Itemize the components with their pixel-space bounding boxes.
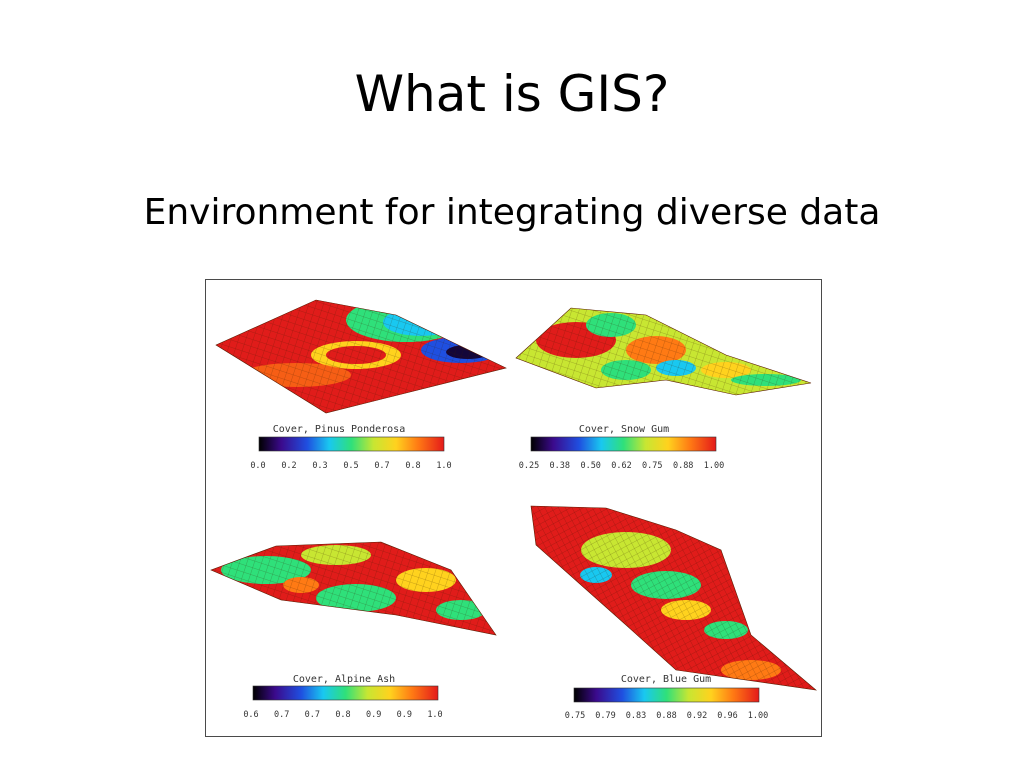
colorbar-blue-gum — [573, 687, 760, 703]
colorbar-tick-label: 0.96 — [717, 711, 737, 721]
colorbar-alpine-ash — [252, 685, 439, 701]
surface-plot-blue-gum — [530, 505, 817, 691]
panel-label-alpine-ash: Cover, Alpine Ash — [293, 674, 395, 685]
colorbar-tick-label: 1.0 — [427, 710, 442, 720]
colorbar-tick-label: 0.9 — [366, 710, 381, 720]
colorbar-tick-label: 0.88 — [656, 711, 676, 721]
colorbar-tick-label: 0.5 — [343, 461, 358, 471]
colorbar-tick-label: 0.6 — [243, 710, 258, 720]
colorbar-tick-label: 0.75 — [565, 711, 585, 721]
colorbar-tick-label: 0.7 — [274, 710, 289, 720]
colorbar-ticks-blue-gum: 0.75 0.79 0.83 0.88 0.92 0.96 1.00 — [565, 711, 768, 721]
colorbar-tick-label: 0.83 — [626, 711, 646, 721]
colorbar-pinus — [258, 436, 445, 452]
colorbar-tick-label: 0.88 — [673, 461, 693, 471]
colorbar-tick-label: 0.8 — [335, 710, 350, 720]
colorbar-tick-label: 0.75 — [642, 461, 662, 471]
colorbar-snow-gum — [530, 436, 717, 452]
panel-label-blue-gum: Cover, Blue Gum — [621, 674, 711, 685]
colorbar-ticks-pinus: 0.0 0.2 0.3 0.5 0.7 0.8 1.0 — [250, 461, 451, 471]
colorbar-tick-label: 0.62 — [611, 461, 631, 471]
colorbar-tick-label: 0.2 — [281, 461, 296, 471]
slide-subtitle: Environment for integrating diverse data — [143, 192, 881, 233]
colorbar-tick-label: 1.00 — [704, 461, 724, 471]
colorbar-tick-label: 0.7 — [305, 710, 320, 720]
colorbar-tick-label: 0.9 — [397, 710, 412, 720]
panel-label-snow-gum: Cover, Snow Gum — [579, 424, 669, 435]
colorbar-tick-label: 0.50 — [580, 461, 600, 471]
colorbar-tick-label: 1.00 — [748, 711, 768, 721]
surface-plots-figure: Cover, Pinus Ponderosa 0.0 0.2 0.3 0.5 0.7 0.… — [205, 279, 822, 737]
surface-plots-svg: Cover, Pinus Ponderosa 0.0 0.2 0.3 0.5 0.7 0.… — [210, 299, 817, 721]
colorbar-tick-label: 0.8 — [405, 461, 420, 471]
surface-plot-snow-gum — [515, 307, 812, 396]
colorbar-ticks-alpine-ash: 0.6 0.7 0.7 0.8 0.9 0.9 1.0 — [243, 710, 442, 720]
colorbar-tick-label: 0.25 — [519, 461, 539, 471]
colorbar-tick-label: 0.79 — [595, 711, 615, 721]
colorbar-tick-label: 0.38 — [550, 461, 570, 471]
colorbar-tick-label: 0.0 — [250, 461, 265, 471]
surface-plot-pinus — [215, 299, 507, 414]
slide-title: What is GIS? — [354, 65, 670, 123]
colorbar-ticks-snow-gum: 0.25 0.38 0.50 0.62 0.75 0.88 1.00 — [519, 461, 724, 471]
colorbar-tick-label: 1.0 — [436, 461, 451, 471]
colorbar-tick-label: 0.7 — [374, 461, 389, 471]
surface-plot-alpine-ash — [210, 541, 497, 636]
panel-label-pinus: Cover, Pinus Ponderosa — [273, 424, 405, 435]
colorbar-tick-label: 0.92 — [687, 711, 707, 721]
colorbar-tick-label: 0.3 — [312, 461, 327, 471]
